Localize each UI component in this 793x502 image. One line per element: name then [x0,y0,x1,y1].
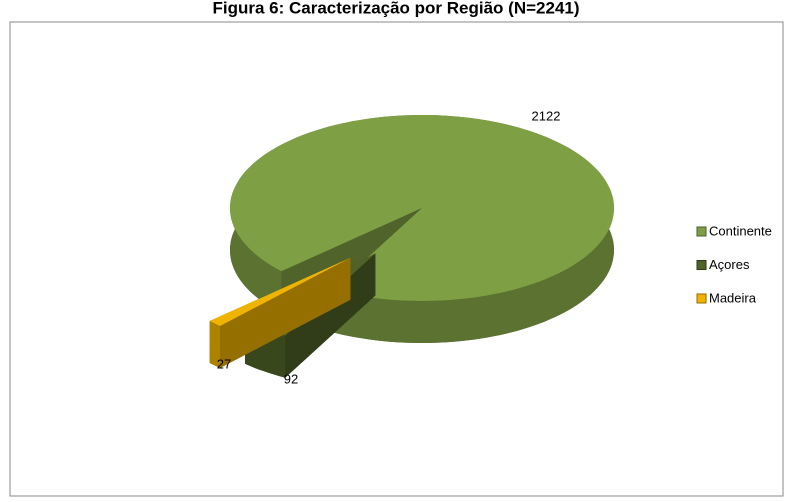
legend-swatch [696,226,707,237]
legend-swatch [696,260,707,270]
data-label: 92 [284,371,298,386]
slice-face [209,257,351,363]
slice [230,115,614,301]
slice [209,257,351,326]
legend-swatch [696,293,707,304]
legend-label: Continente [709,223,772,238]
legend-label: Açores [709,257,750,272]
data-label: 2122 [532,108,561,123]
chart-title: Figura 6: Caracterização por Região (N=2… [212,0,579,17]
slice-side [209,321,220,368]
legend-label: Madeira [709,290,757,305]
data-label: 27 [217,356,231,371]
